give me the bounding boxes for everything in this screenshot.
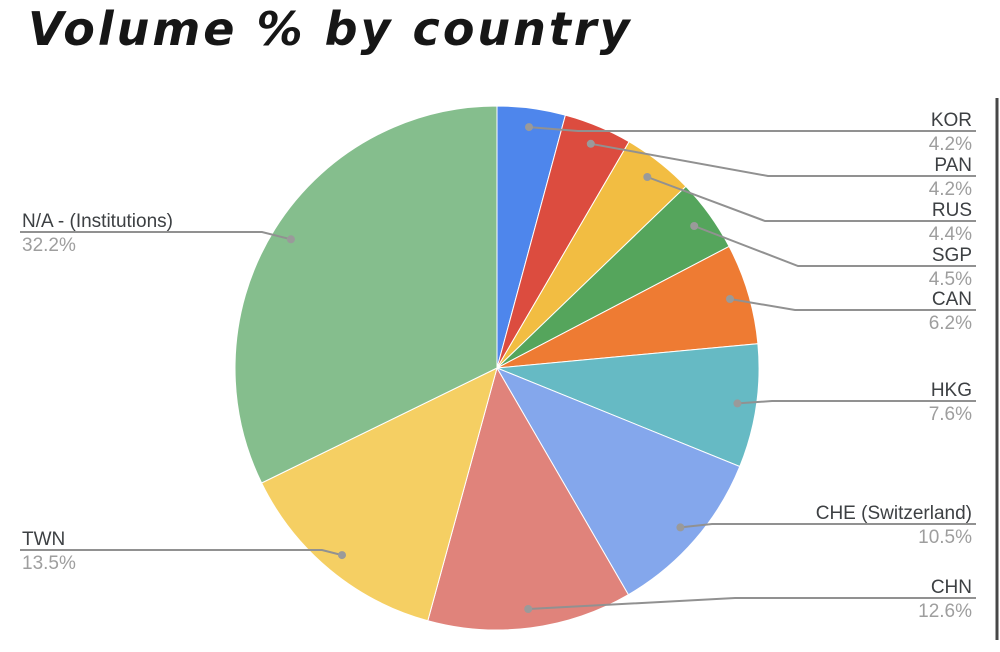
callout-line-chn [528,597,976,610]
pie-slice-twn[interactable] [260,367,498,622]
slice-label-che-switzerland: CHE (Switzerland) [816,503,972,524]
slice-label-kor: KOR [931,110,972,131]
pie-slice-chn[interactable] [427,366,630,631]
slice-label-sgp: SGP [932,245,972,266]
callout-dot-can [726,295,734,303]
slice-label-twn: TWN [22,529,65,550]
slice-percent-hkg: 7.6% [929,404,972,425]
callout-dot-hkg [733,399,742,408]
callout-line-kor [528,126,976,132]
callout-line-che-switzerland [680,523,976,529]
callout-line-hkg [737,400,976,405]
callout-dot-n-a-institutions [286,235,295,244]
callout-dot-twn [338,551,346,560]
pie-slice-hkg[interactable] [496,343,760,468]
callout-line-n-a-institutions [20,231,292,241]
slice-percent-n-a-institutions: 32.2% [22,235,76,256]
callout-dot-che-switzerland [676,523,685,532]
slice-percent-che-switzerland: 10.5% [918,527,972,548]
slice-label-n-a-institutions: N/A - (Institutions) [22,211,173,232]
callout-line-sgp [693,225,976,267]
callout-lines-group [20,123,976,613]
slice-label-chn: CHN [931,577,972,598]
slice-label-pan: PAN [934,155,972,176]
slice-percent-twn: 13.5% [22,553,76,574]
slice-percent-rus: 4.4% [929,224,972,245]
callout-labels-group: KOR4.2%PAN4.2%RUS4.4%SGP4.5%CAN6.2%HKG7.… [22,110,972,622]
slice-percent-kor: 4.2% [929,134,972,155]
callout-line-can [729,298,976,311]
slice-label-hkg: HKG [931,380,972,401]
callout-dot-chn [524,605,533,613]
slice-label-can: CAN [932,289,972,310]
callout-line-twn [20,549,343,557]
slice-percent-chn: 12.6% [918,601,972,622]
pie-slice-che-switzerland[interactable] [495,366,741,596]
pie-slice-n-a-institutions[interactable] [234,105,498,484]
slice-percent-pan: 4.2% [929,179,972,200]
slice-percent-can: 6.2% [929,313,972,334]
callout-line-rus [646,176,976,222]
slice-label-rus: RUS [932,200,972,221]
pie-slices-group [234,105,760,631]
callout-dot-pan [586,139,595,148]
callout-line-pan [590,142,976,177]
callout-dot-kor [525,123,533,132]
callout-dot-sgp [690,222,699,230]
callout-dot-rus [643,173,652,181]
chart-title: Volume % by country [28,2,633,56]
slice-percent-sgp: 4.5% [929,269,972,290]
